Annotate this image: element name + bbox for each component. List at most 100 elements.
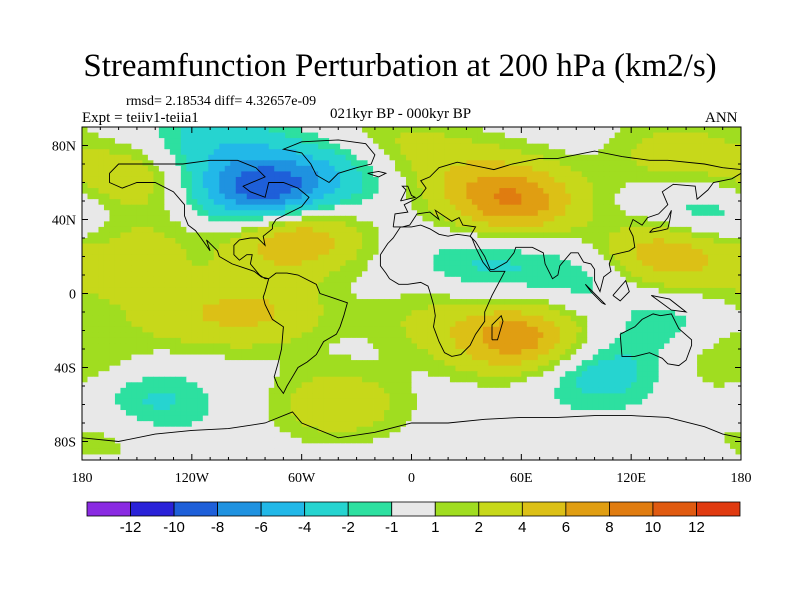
heatmap-cell <box>103 226 110 233</box>
heatmap-cell <box>197 215 204 222</box>
heatmap-cell <box>669 243 676 250</box>
heatmap-cell <box>471 326 478 333</box>
heatmap-cell <box>241 315 248 322</box>
heatmap-cell <box>686 315 692 322</box>
heatmap-cell <box>268 282 275 289</box>
heatmap-cell <box>708 127 714 133</box>
heatmap-cell <box>395 143 401 150</box>
heatmap-cell <box>565 188 572 194</box>
heatmap-cell <box>647 265 654 272</box>
heatmap-cell <box>92 349 99 355</box>
heatmap-cell <box>631 310 638 317</box>
heatmap-cell <box>724 332 731 339</box>
heatmap-cell <box>257 154 264 161</box>
heatmap-cell <box>301 299 308 305</box>
heatmap-cell <box>669 204 676 211</box>
heatmap-cell <box>493 271 500 278</box>
heatmap-cell <box>526 221 533 228</box>
heatmap-cell <box>466 176 473 183</box>
heatmap-cell <box>395 138 401 145</box>
heatmap-cell <box>477 199 484 206</box>
heatmap-cell <box>158 282 165 289</box>
heatmap-cell <box>603 199 610 206</box>
heatmap-cell <box>202 321 209 328</box>
heatmap-cell <box>125 210 132 217</box>
heatmap-cell <box>285 254 292 261</box>
heatmap-cell <box>581 260 588 267</box>
heatmap-cell <box>581 149 588 156</box>
heatmap-cell <box>263 276 270 283</box>
heatmap-cell <box>735 176 741 183</box>
heatmap-cell <box>620 293 627 300</box>
heatmap-cell <box>598 215 605 222</box>
heatmap-cell <box>686 321 692 328</box>
heatmap-cell <box>318 349 325 355</box>
heatmap-cell <box>449 310 456 317</box>
heatmap-cell <box>713 210 720 217</box>
heatmap-cell <box>488 138 495 145</box>
heatmap-cell <box>537 127 544 133</box>
heatmap-cell <box>246 304 253 311</box>
heatmap-cell <box>318 199 325 206</box>
heatmap-cell <box>691 343 698 350</box>
heatmap-cell <box>460 154 467 161</box>
heatmap-cell <box>427 199 434 206</box>
heatmap-cell <box>92 199 99 206</box>
heatmap-cell <box>82 249 88 256</box>
heatmap-cell <box>252 299 259 305</box>
heatmap-cell <box>570 304 577 311</box>
heatmap-cell <box>142 249 149 256</box>
heatmap-cell <box>416 188 423 194</box>
heatmap-cell <box>378 221 385 228</box>
heatmap-cell <box>438 282 445 289</box>
heatmap-cell <box>713 326 720 333</box>
heatmap-cell <box>702 276 709 283</box>
heatmap-cell <box>664 243 671 250</box>
heatmap-cell <box>373 310 379 317</box>
heatmap-cell <box>241 154 248 161</box>
heatmap-cell <box>92 249 99 256</box>
heatmap-cell <box>449 315 456 322</box>
heatmap-cell <box>120 215 127 222</box>
heatmap-cell <box>131 160 138 167</box>
heatmap-cell <box>482 226 489 233</box>
heatmap-cell <box>169 243 176 250</box>
heatmap-cell <box>345 132 352 139</box>
heatmap-cell <box>301 332 308 339</box>
heatmap-cell <box>82 260 88 267</box>
heatmap-cell <box>460 287 467 294</box>
heatmap-cell <box>197 315 204 322</box>
heatmap-cell <box>416 149 423 156</box>
heatmap-cell <box>444 154 451 161</box>
heatmap-cell <box>153 271 160 278</box>
heatmap-cell <box>449 260 456 267</box>
heatmap-cell <box>537 149 544 156</box>
heatmap-cell <box>197 321 204 328</box>
heatmap-cell <box>708 315 714 322</box>
heatmap-cell <box>647 260 654 267</box>
heatmap-cell <box>658 293 665 300</box>
heatmap-cell <box>735 271 741 278</box>
heatmap-cell <box>219 127 226 133</box>
heatmap-cell <box>191 171 198 178</box>
heatmap-cell <box>389 299 396 305</box>
heatmap-cell <box>625 204 632 211</box>
heatmap-cell <box>191 210 198 217</box>
heatmap-cell <box>109 160 116 167</box>
heatmap-cell <box>329 127 336 133</box>
heatmap-cell <box>202 204 209 211</box>
heatmap-cell <box>620 321 627 328</box>
heatmap-cell <box>438 271 445 278</box>
heatmap-cell <box>422 354 429 361</box>
heatmap-cell <box>609 260 616 267</box>
heatmap-cell <box>82 287 88 294</box>
heatmap-cell <box>620 193 627 200</box>
heatmap-cell <box>691 226 698 233</box>
heatmap-cell <box>323 287 330 294</box>
heatmap-cell <box>735 260 741 267</box>
heatmap-cell <box>373 154 379 161</box>
heatmap-cell <box>384 226 390 233</box>
heatmap-cell <box>719 204 725 211</box>
heatmap-cell <box>719 243 725 250</box>
